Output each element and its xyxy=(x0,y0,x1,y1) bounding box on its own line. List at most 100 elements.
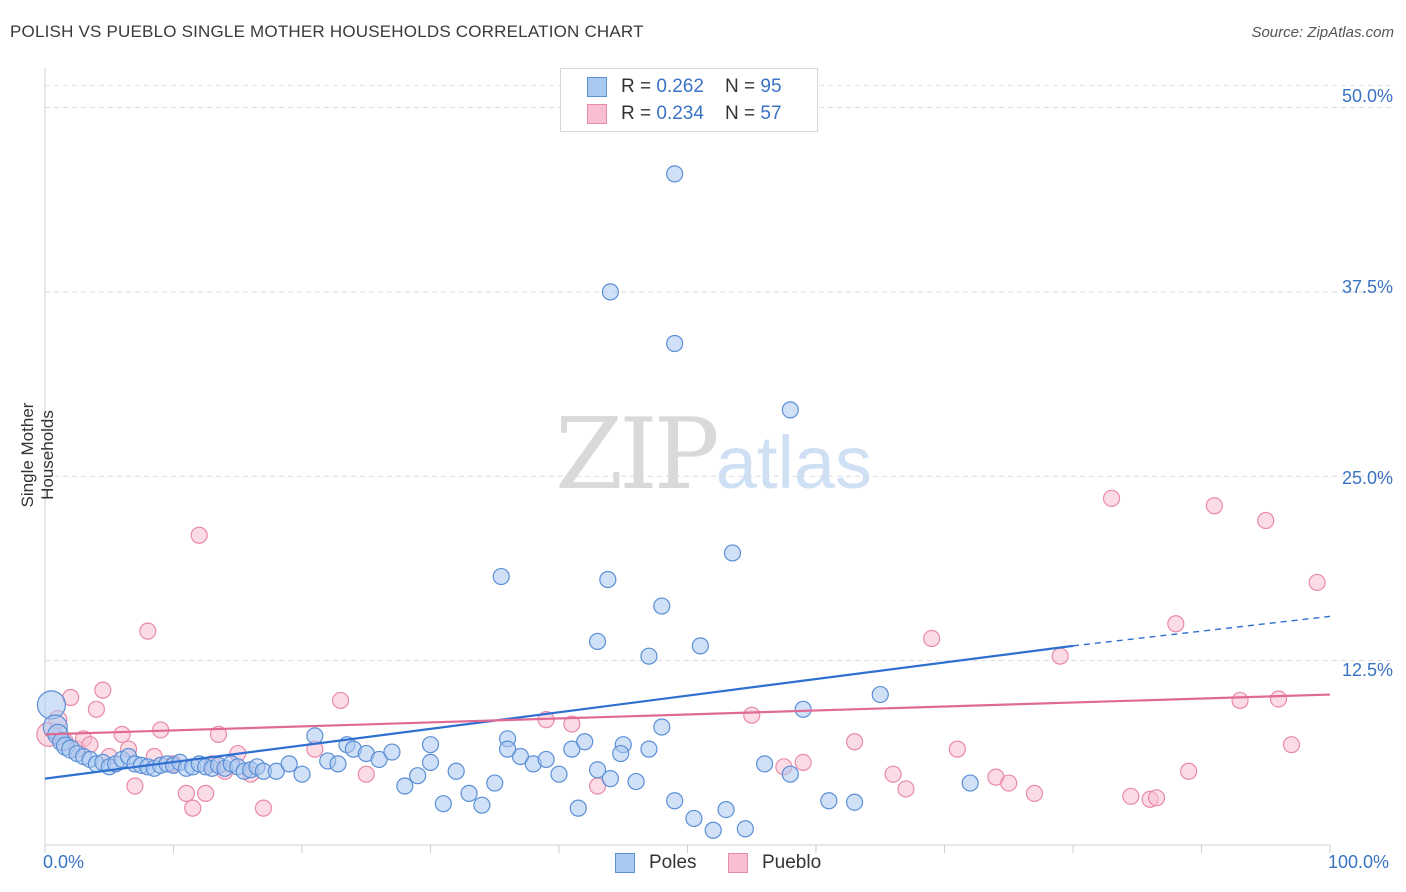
poles-trend-extension xyxy=(1072,615,1331,647)
x-tick-label: 0.0% xyxy=(43,852,85,872)
pueblo-point xyxy=(897,780,915,798)
poles-trend-line xyxy=(44,644,1074,780)
poles-point xyxy=(306,727,324,745)
watermark: ZIPatlas xyxy=(555,398,872,512)
poles-point xyxy=(409,767,427,785)
poles-point xyxy=(280,755,298,773)
pueblo-point xyxy=(1147,789,1166,807)
poles-point xyxy=(666,334,684,353)
pueblo-point xyxy=(948,740,966,758)
poles-point xyxy=(781,401,799,419)
poles-point xyxy=(704,821,722,839)
legend-r-label: R = xyxy=(621,103,657,124)
pueblo-point xyxy=(1000,774,1018,792)
pueblo-point xyxy=(923,629,941,648)
poles-point xyxy=(588,761,607,779)
poles-point xyxy=(612,744,630,763)
poles-point xyxy=(961,774,979,792)
legend-row-poles: R = 0.262 N = 95 xyxy=(587,75,782,99)
legend-r-value: 0.234 xyxy=(656,103,704,124)
poles-point xyxy=(492,567,510,586)
chart-title: POLISH VS PUEBLO SINGLE MOTHER HOUSEHOLD… xyxy=(10,22,644,41)
legend-r-value: 0.262 xyxy=(656,76,704,97)
legend-swatch-pueblo xyxy=(587,104,607,124)
pueblo-point xyxy=(1269,690,1288,708)
watermark-atlas: atlas xyxy=(715,421,873,504)
y-tick-label: 50.0% xyxy=(1341,86,1393,106)
grid-lines xyxy=(45,84,1392,662)
poles-point xyxy=(460,784,478,802)
poles-point xyxy=(563,740,581,758)
pueblo-point xyxy=(884,765,902,783)
poles-point xyxy=(601,770,620,788)
x-tick-label: 100.0% xyxy=(1328,852,1390,872)
poles-point xyxy=(576,733,594,751)
poles-point xyxy=(820,792,838,810)
poles-point xyxy=(588,632,607,651)
pueblo-point xyxy=(1102,489,1121,507)
pueblo-point xyxy=(794,753,812,772)
pueblo-point xyxy=(94,681,112,699)
poles-point xyxy=(511,747,530,766)
poles-point xyxy=(421,753,440,772)
y-tick-label: 12.5% xyxy=(1341,660,1393,680)
pueblo-point xyxy=(177,784,195,802)
pueblo-point xyxy=(743,706,761,724)
poles-point xyxy=(717,800,735,819)
legend-n-value: 95 xyxy=(760,76,782,97)
legend: R = 0.262 N = 95 R = 0.234 N = 57 xyxy=(560,68,818,132)
pueblo-point xyxy=(139,622,157,640)
poles-point xyxy=(691,637,709,655)
pueblo-point xyxy=(1025,784,1044,802)
bottom-legend-swatch-pueblo xyxy=(728,853,748,873)
pueblo-point xyxy=(563,715,581,733)
poles-point xyxy=(36,690,67,720)
pueblo-point xyxy=(113,725,131,743)
y-axis-label: Single Mother Households xyxy=(18,402,57,508)
bottom-legend-label-pueblo: Pueblo xyxy=(762,852,822,873)
poles-point xyxy=(293,765,311,783)
poles-point xyxy=(421,736,440,754)
legend-row-pueblo: R = 0.234 N = 57 xyxy=(587,102,782,126)
poles-point xyxy=(794,700,812,718)
bottom-legend-pueblo: Pueblo xyxy=(728,852,821,874)
pueblo-point xyxy=(209,725,228,743)
poles-point xyxy=(666,165,684,183)
pueblo-point xyxy=(331,691,350,710)
poles-point xyxy=(396,777,414,795)
pueblo-point xyxy=(1122,787,1140,805)
pueblo-point xyxy=(190,526,208,544)
trend-lines xyxy=(44,615,1331,780)
poles-point xyxy=(640,740,658,758)
poles-point xyxy=(370,750,388,769)
pueblo-point xyxy=(1308,573,1326,592)
pueblo-point xyxy=(1257,511,1275,530)
bottom-legend-poles: Poles xyxy=(615,852,697,874)
poles-point xyxy=(537,750,555,769)
source-label: Source: ZipAtlas.com xyxy=(1251,24,1394,41)
poles-point xyxy=(871,685,889,704)
legend-n-value: 57 xyxy=(760,103,782,124)
watermark-zip: ZIP xyxy=(555,398,720,512)
pueblo-point xyxy=(254,799,273,817)
y-tick-label: 25.0% xyxy=(1341,468,1393,488)
poles-series xyxy=(36,165,979,839)
pueblo-point xyxy=(184,799,202,817)
poles-point xyxy=(267,762,285,780)
poles-point xyxy=(653,718,671,736)
poles-point xyxy=(736,820,754,838)
legend-r-label: R = xyxy=(621,76,657,97)
legend-n-label: N = xyxy=(725,103,761,124)
poles-point xyxy=(599,570,617,589)
pueblo-point xyxy=(1051,647,1069,665)
legend-n-label: N = xyxy=(725,76,761,97)
poles-point xyxy=(627,772,645,791)
axes xyxy=(44,68,1331,853)
poles-point xyxy=(685,809,703,828)
poles-point xyxy=(601,283,620,301)
poles-point xyxy=(473,796,491,814)
pueblo-point xyxy=(1180,762,1198,780)
poles-point xyxy=(329,755,347,773)
poles-point xyxy=(640,647,658,665)
